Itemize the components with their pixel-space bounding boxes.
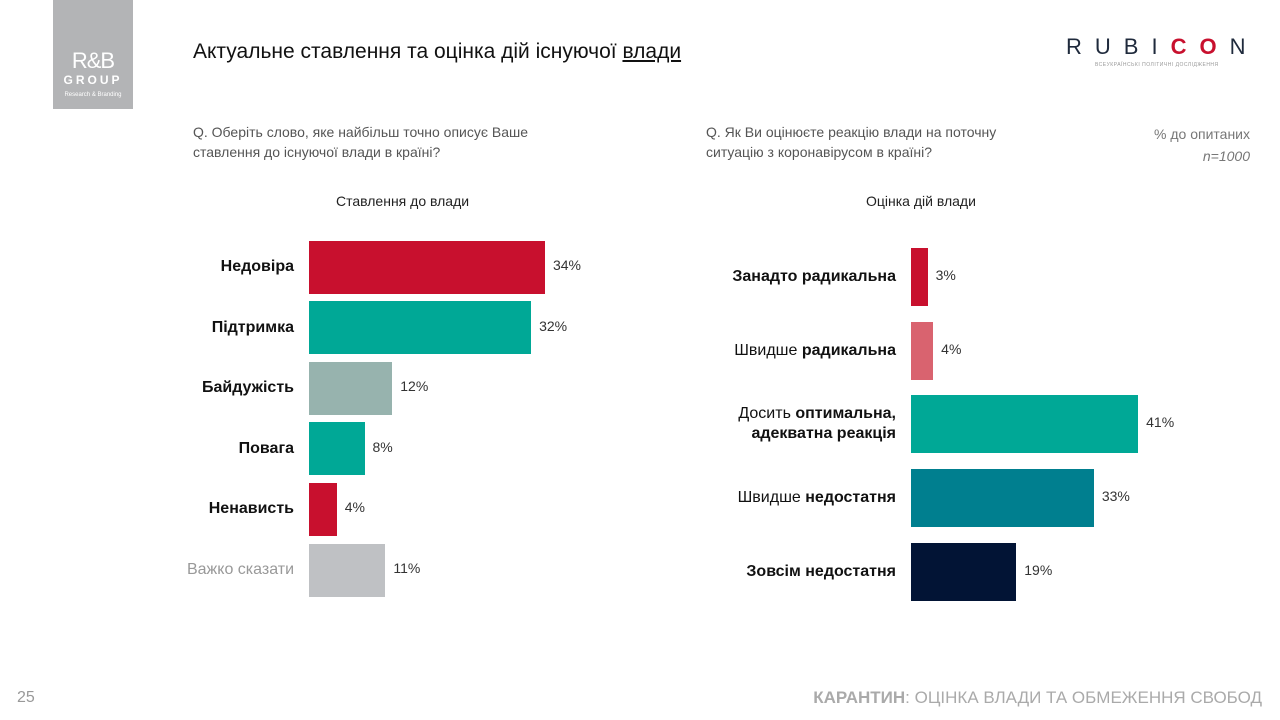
bar [309,361,393,415]
bar [309,301,532,355]
bar [911,248,928,306]
rubicon-tagline: ВСЕУКРАЇНСЬКІ ПОЛІТИЧНІ ДОСЛІДЖЕННЯ [1095,62,1219,68]
title-underlined: влади [622,40,682,63]
bar [309,422,365,476]
bar [309,240,545,294]
data-label: 4% [941,340,962,357]
logo-group: GROUP [63,73,123,87]
chart-title-left: Ставлення до влади [336,193,470,209]
category-label: Досить оптимальна, адекватна реакція [738,405,896,443]
data-label: 32% [539,317,568,334]
bar [309,543,386,597]
category-label: Важко сказати [186,561,294,578]
rb-group-logo: R&B GROUP Research & Branding [53,0,133,109]
sample-info: % до опитаних n=1000 [1154,123,1250,167]
sample-size: n=1000 [1202,148,1250,164]
data-label: 8% [372,438,393,455]
category-label: Ненависть [208,500,294,518]
unit-label: % до опитаних [1154,126,1250,142]
footer-bold: КАРАНТИН [813,688,906,707]
rubicon-pre: RUBI [1066,34,1171,59]
category-label: Повага [238,439,294,457]
data-label: 33% [1101,488,1130,505]
chart-title-right: Оцінка дій влади [866,193,976,209]
category-label: Підтримка [211,318,294,336]
bar [911,542,1017,601]
category-label: Швидше радикальна [734,341,896,359]
data-label: 11% [393,560,421,576]
data-label: 4% [344,499,365,516]
question-right: Q. Як Ви оцінюєте реакцію влади на поточ… [706,124,997,160]
rubicon-accent: CO [1170,34,1230,59]
page-title: Актуальне ставлення та оцінка дій існуюч… [193,40,681,64]
footer-rest: : ОЦІНКА ВЛАДИ ТА ОБМЕЖЕННЯ СВОБОД [905,688,1262,707]
category-label: Недовіра [220,258,294,275]
logo-tagline: Research & Branding [64,92,122,98]
category-label: Занадто радикальна [732,268,896,285]
data-label: 41% [1146,414,1175,431]
logo-rb: R&B [71,48,115,73]
data-label: 3% [935,267,956,283]
bar [911,469,1094,528]
data-label: 34% [552,257,581,273]
category-label: Байдужість [201,379,294,397]
category-label: Зовсім недостатня [746,562,896,580]
question-left: Q. Оберіть слово, яке найбільш точно опи… [193,124,529,160]
title-text: Актуальне ставлення та оцінка дій існуюч… [193,40,623,63]
data-label: 12% [400,378,429,395]
data-label: 19% [1024,561,1053,578]
bar [309,482,337,536]
bar [911,321,934,380]
page-number: 25 [17,689,35,706]
category-label: Швидше недостатня [737,489,896,507]
bar [911,395,1139,454]
rubicon-post: N [1229,34,1259,59]
footer-section: КАРАНТИН: ОЦІНКА ВЛАДИ ТА ОБМЕЖЕННЯ СВОБ… [813,688,1262,708]
rubicon-logo: RUBICON [1066,34,1258,60]
